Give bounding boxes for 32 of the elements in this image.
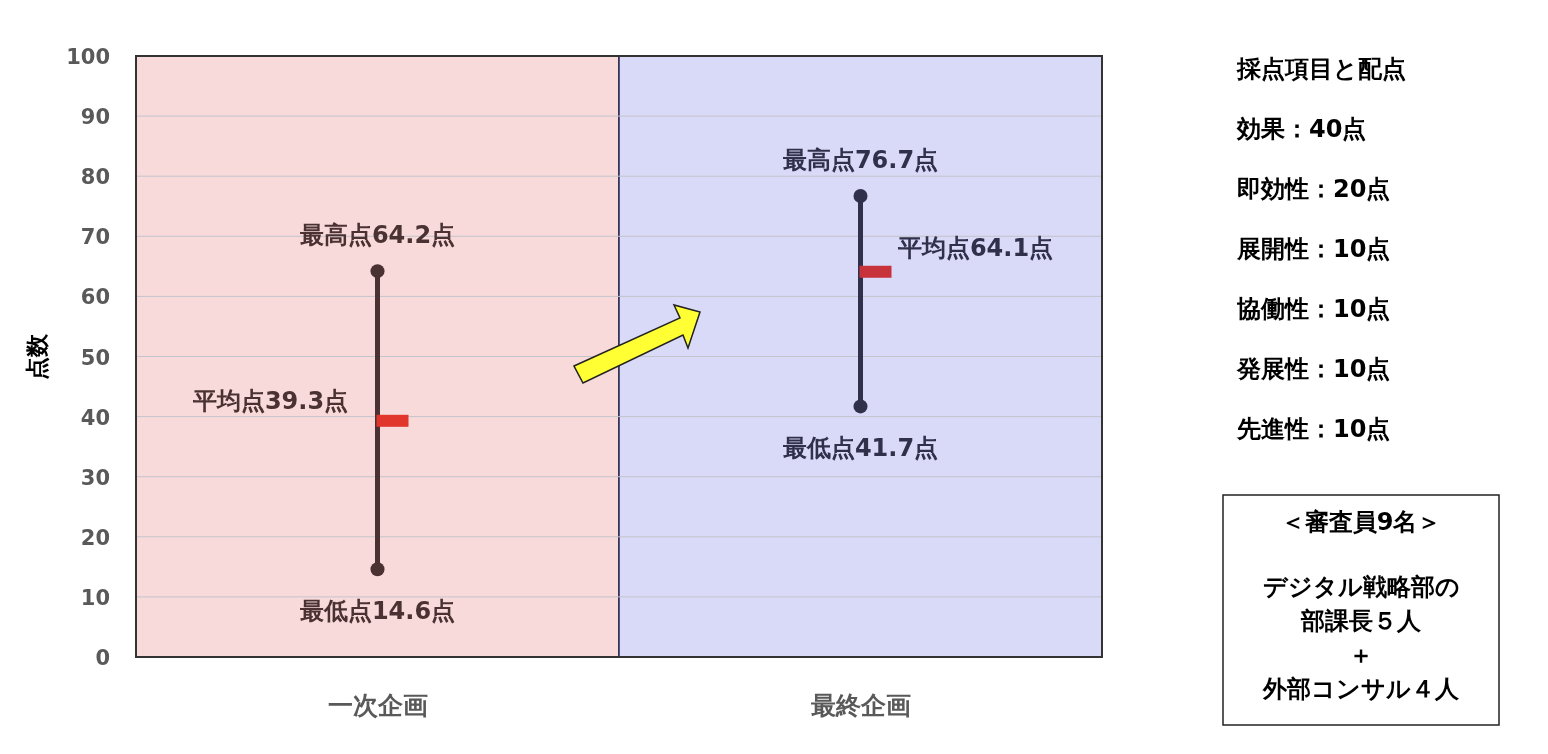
y-tick-label: 30: [80, 465, 110, 490]
text: ＜審査員9名＞: [1280, 508, 1442, 536]
text: 即効性：20点: [1237, 175, 1391, 203]
x-tick-label: 最終企画: [809, 691, 911, 720]
y-tick-label: 40: [80, 405, 110, 430]
y-tick-label: 70: [80, 225, 110, 250]
data-label: 平均点64.1点: [896, 233, 1054, 262]
y-tick-label: 0: [95, 646, 110, 670]
y-tick-label: 60: [80, 285, 110, 310]
text: 先進性：10点: [1236, 415, 1391, 443]
text: 採点項目と配点: [1236, 55, 1406, 83]
y-axis-title: 点数: [24, 332, 50, 380]
text: ＋: [1349, 641, 1373, 669]
text: 展開性：10点: [1236, 235, 1391, 263]
data-label: 最低点14.6点: [298, 597, 456, 626]
y-tick-label: 20: [80, 525, 110, 550]
text: 協働性：10点: [1236, 295, 1391, 323]
y-tick-label: 10: [80, 585, 110, 610]
data-label: 最高点64.2点: [298, 221, 456, 250]
y-tick-label: 90: [80, 105, 110, 130]
x-tick-label: 一次企画: [327, 691, 428, 720]
text: 発展性：10点: [1236, 355, 1391, 383]
data-label: 最高点76.7点: [781, 146, 939, 175]
data-label: 最低点41.7点: [781, 434, 939, 463]
text: 外部コンサル４人: [1262, 675, 1460, 703]
text: デジタル戦略部の: [1262, 573, 1460, 601]
y-tick-label: 100: [66, 45, 110, 69]
y-tick-label: 80: [80, 165, 110, 190]
text: 部課長５人: [1300, 607, 1422, 635]
text: 効果：40点: [1236, 115, 1367, 143]
data-label: 平均点39.3点: [191, 386, 349, 415]
y-tick-label: 50: [80, 345, 110, 370]
